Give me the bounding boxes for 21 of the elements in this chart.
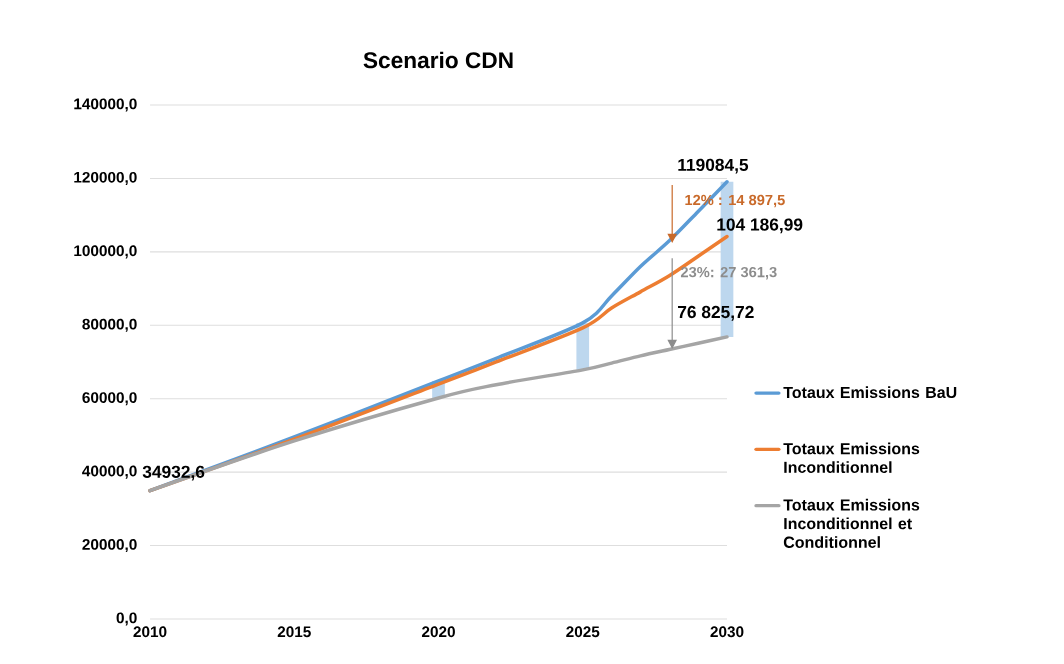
annotation: 104 186,99 (717, 218, 803, 234)
y-tick-label: 40000,0 (82, 465, 137, 479)
annotation: 76 825,72 (678, 305, 754, 321)
y-tick-label: 140000,0 (74, 98, 137, 112)
x-tick-label: 2030 (710, 626, 744, 638)
y-tick-label: 100000,0 (74, 245, 137, 259)
legend-label: Totaux Emissions BaU (783, 386, 957, 399)
y-tick-label: 80000,0 (82, 318, 137, 332)
legend-label: Totaux Emissions Inconditionnel (783, 442, 920, 473)
chart-title: Scenario CDN (363, 51, 513, 69)
y-tick-label: 120000,0 (74, 171, 137, 185)
x-tick-label: 2010 (133, 626, 167, 638)
y-tick-label: 20000,0 (82, 539, 137, 553)
annotation: 34932,6 (142, 465, 205, 481)
annotation: 119084,5 (678, 158, 749, 174)
x-tick-label: 2015 (277, 626, 311, 638)
y-tick-label: 0,0 (116, 612, 137, 626)
y-tick-label: 60000,0 (82, 392, 137, 406)
x-tick-label: 2025 (566, 626, 600, 638)
legend-label: Totaux Emissions Inconditionnel et Conditionnel (783, 498, 920, 548)
x-tick-label: 2020 (421, 626, 455, 638)
